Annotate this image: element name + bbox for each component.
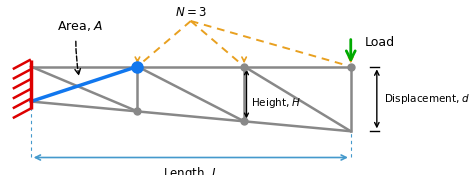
- Text: Length, $L$: Length, $L$: [163, 165, 219, 175]
- Text: Height, $H$: Height, $H$: [251, 96, 301, 110]
- Text: Area, $A$: Area, $A$: [57, 19, 103, 33]
- Text: $N = 3$: $N = 3$: [175, 6, 207, 19]
- Text: Displacement, $d$: Displacement, $d$: [384, 92, 471, 106]
- Text: Load: Load: [365, 36, 395, 48]
